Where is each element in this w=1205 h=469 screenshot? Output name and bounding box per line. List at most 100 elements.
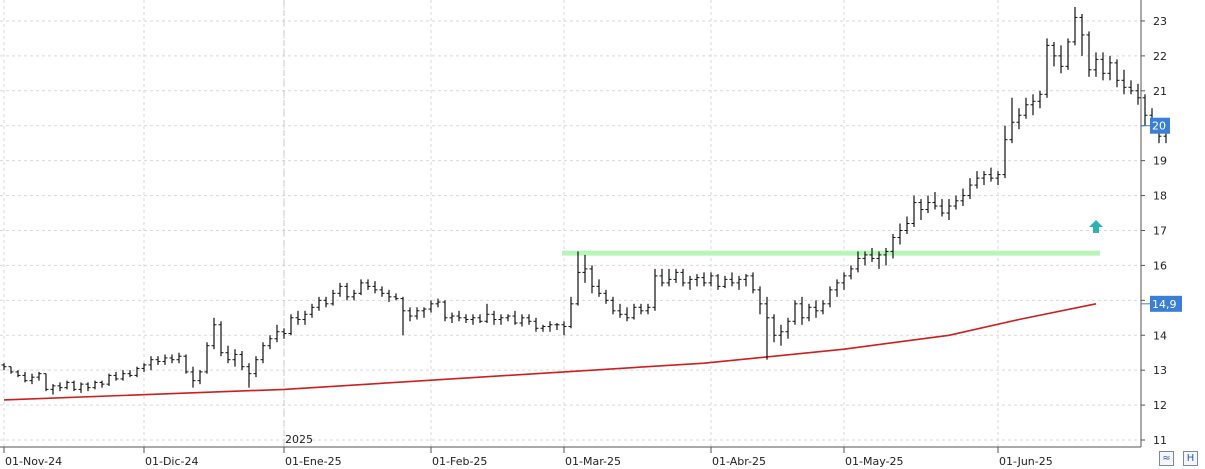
ohlc-bar	[876, 251, 882, 269]
ohlc-bar	[1121, 69, 1127, 95]
ohlc-bar	[918, 199, 924, 221]
y-tick-label: 12	[1153, 399, 1167, 412]
ohlc-bar	[372, 281, 378, 294]
ohlc-bar	[988, 167, 994, 182]
ohlc-bar	[176, 352, 182, 364]
x-tick-label: 01-Abr-25	[712, 455, 766, 468]
ohlc-bar	[71, 380, 77, 392]
ohlc-bar	[1023, 97, 1029, 119]
ohlc-bar	[841, 272, 847, 290]
ohlc-bar	[771, 314, 777, 343]
ohlc-bar	[218, 321, 224, 357]
ohlc-bar	[1072, 6, 1078, 46]
zoom-button[interactable]: ≈	[1159, 451, 1174, 466]
ohlc-bar	[1002, 125, 1008, 179]
ohlc-bar	[141, 363, 147, 372]
ohlc-bar	[358, 279, 364, 296]
y-tick-label: 16	[1153, 259, 1167, 272]
ohlc-bar	[428, 300, 434, 313]
ohlc-bar	[1079, 13, 1085, 56]
ohlc-bar	[813, 300, 819, 318]
ohlc-bar	[806, 303, 812, 322]
ohlc-bar	[967, 178, 973, 200]
ohlc-bar	[939, 199, 945, 217]
ohlc-bar	[750, 272, 756, 294]
ohlc-bar	[421, 307, 427, 318]
ohlc-bar	[540, 324, 546, 332]
ohlc-bar	[64, 380, 70, 390]
ohlc-bar	[386, 289, 392, 303]
chart-grid	[0, 0, 1141, 447]
ohlc-bar	[484, 303, 490, 324]
ohlc-bar	[1009, 97, 1015, 144]
ohlc-bar	[85, 382, 91, 392]
ohlc-bar	[827, 286, 833, 308]
ohlc-bar	[456, 310, 462, 322]
ohlc-bar	[715, 274, 721, 290]
ohlc-bar	[414, 307, 420, 320]
ohlc-bar	[127, 370, 133, 378]
ohlc-bar	[729, 272, 735, 287]
ohlc-bar	[169, 354, 175, 364]
ohlc-bar	[498, 314, 504, 325]
ohlc-bar	[834, 279, 840, 297]
ohlc-bar	[855, 251, 861, 273]
chart-axes: 1112131415161718192021222301-Nov-2401-Di…	[0, 0, 1167, 468]
y-tick-label: 14	[1153, 329, 1167, 342]
ohlc-bar	[22, 371, 28, 383]
ohlc-bar	[792, 300, 798, 325]
ohlc-bar	[932, 192, 938, 210]
ohlc-bar	[78, 382, 84, 393]
ohlc-bar	[50, 384, 56, 395]
y-tick-label: 18	[1153, 190, 1167, 203]
ohlc-bar	[1037, 90, 1043, 109]
ohlc-bar	[477, 314, 483, 324]
ohlc-bar	[666, 268, 672, 287]
ohlc-bar	[449, 312, 455, 324]
ohlc-bar	[960, 188, 966, 207]
ohlc-bar	[575, 251, 581, 306]
ohlc-bar	[393, 293, 399, 301]
ohlc-bar	[687, 275, 693, 290]
ohlc-bar	[519, 314, 525, 327]
price-tag-box	[1150, 295, 1182, 312]
price-tag-box	[1150, 117, 1170, 134]
ohlc-bar	[148, 356, 154, 371]
ohlc-bar	[57, 382, 63, 392]
ohlc-bar	[309, 303, 315, 318]
ohlc-bar	[897, 223, 903, 245]
y-tick-label: 21	[1153, 85, 1167, 98]
ohlc-bar	[15, 370, 21, 378]
ohlc-bar	[323, 296, 329, 308]
ohlc-bar	[1135, 83, 1141, 105]
x-tick-label: 01-Dic-24	[145, 455, 199, 468]
ohlc-bar	[624, 307, 630, 322]
ohlc-bar	[36, 371, 42, 381]
ohlc-bar	[281, 328, 287, 339]
ohlc-bar	[1107, 55, 1113, 81]
ohlc-bar	[197, 370, 203, 385]
ohlc-bar	[911, 195, 917, 227]
ohlc-bar	[981, 171, 987, 186]
ohlc-bar	[645, 303, 651, 315]
ohlc-bar	[953, 195, 959, 210]
ohlc-bar	[204, 342, 210, 374]
ohlc-bar	[547, 321, 553, 332]
ohlc-bar	[134, 366, 140, 378]
ohlc-bar	[533, 317, 539, 332]
ohlc-bar	[29, 373, 35, 385]
ohlc-bar	[778, 324, 784, 346]
ohlc-bar	[1128, 80, 1134, 95]
price-tag-label: 20	[1152, 120, 1166, 133]
ohlc-bar	[113, 371, 119, 381]
ohlc-bar	[120, 370, 126, 381]
ohlc-bar	[925, 195, 931, 214]
ohlc-bar	[820, 300, 826, 315]
ohlc-bar	[1058, 45, 1064, 74]
ohlc-bar	[505, 314, 511, 322]
ohlc-bar	[274, 324, 280, 343]
horizontal-scroll-button[interactable]: H	[1183, 451, 1198, 466]
ohlc-bar	[232, 349, 238, 367]
ohlc-bar	[659, 268, 665, 287]
